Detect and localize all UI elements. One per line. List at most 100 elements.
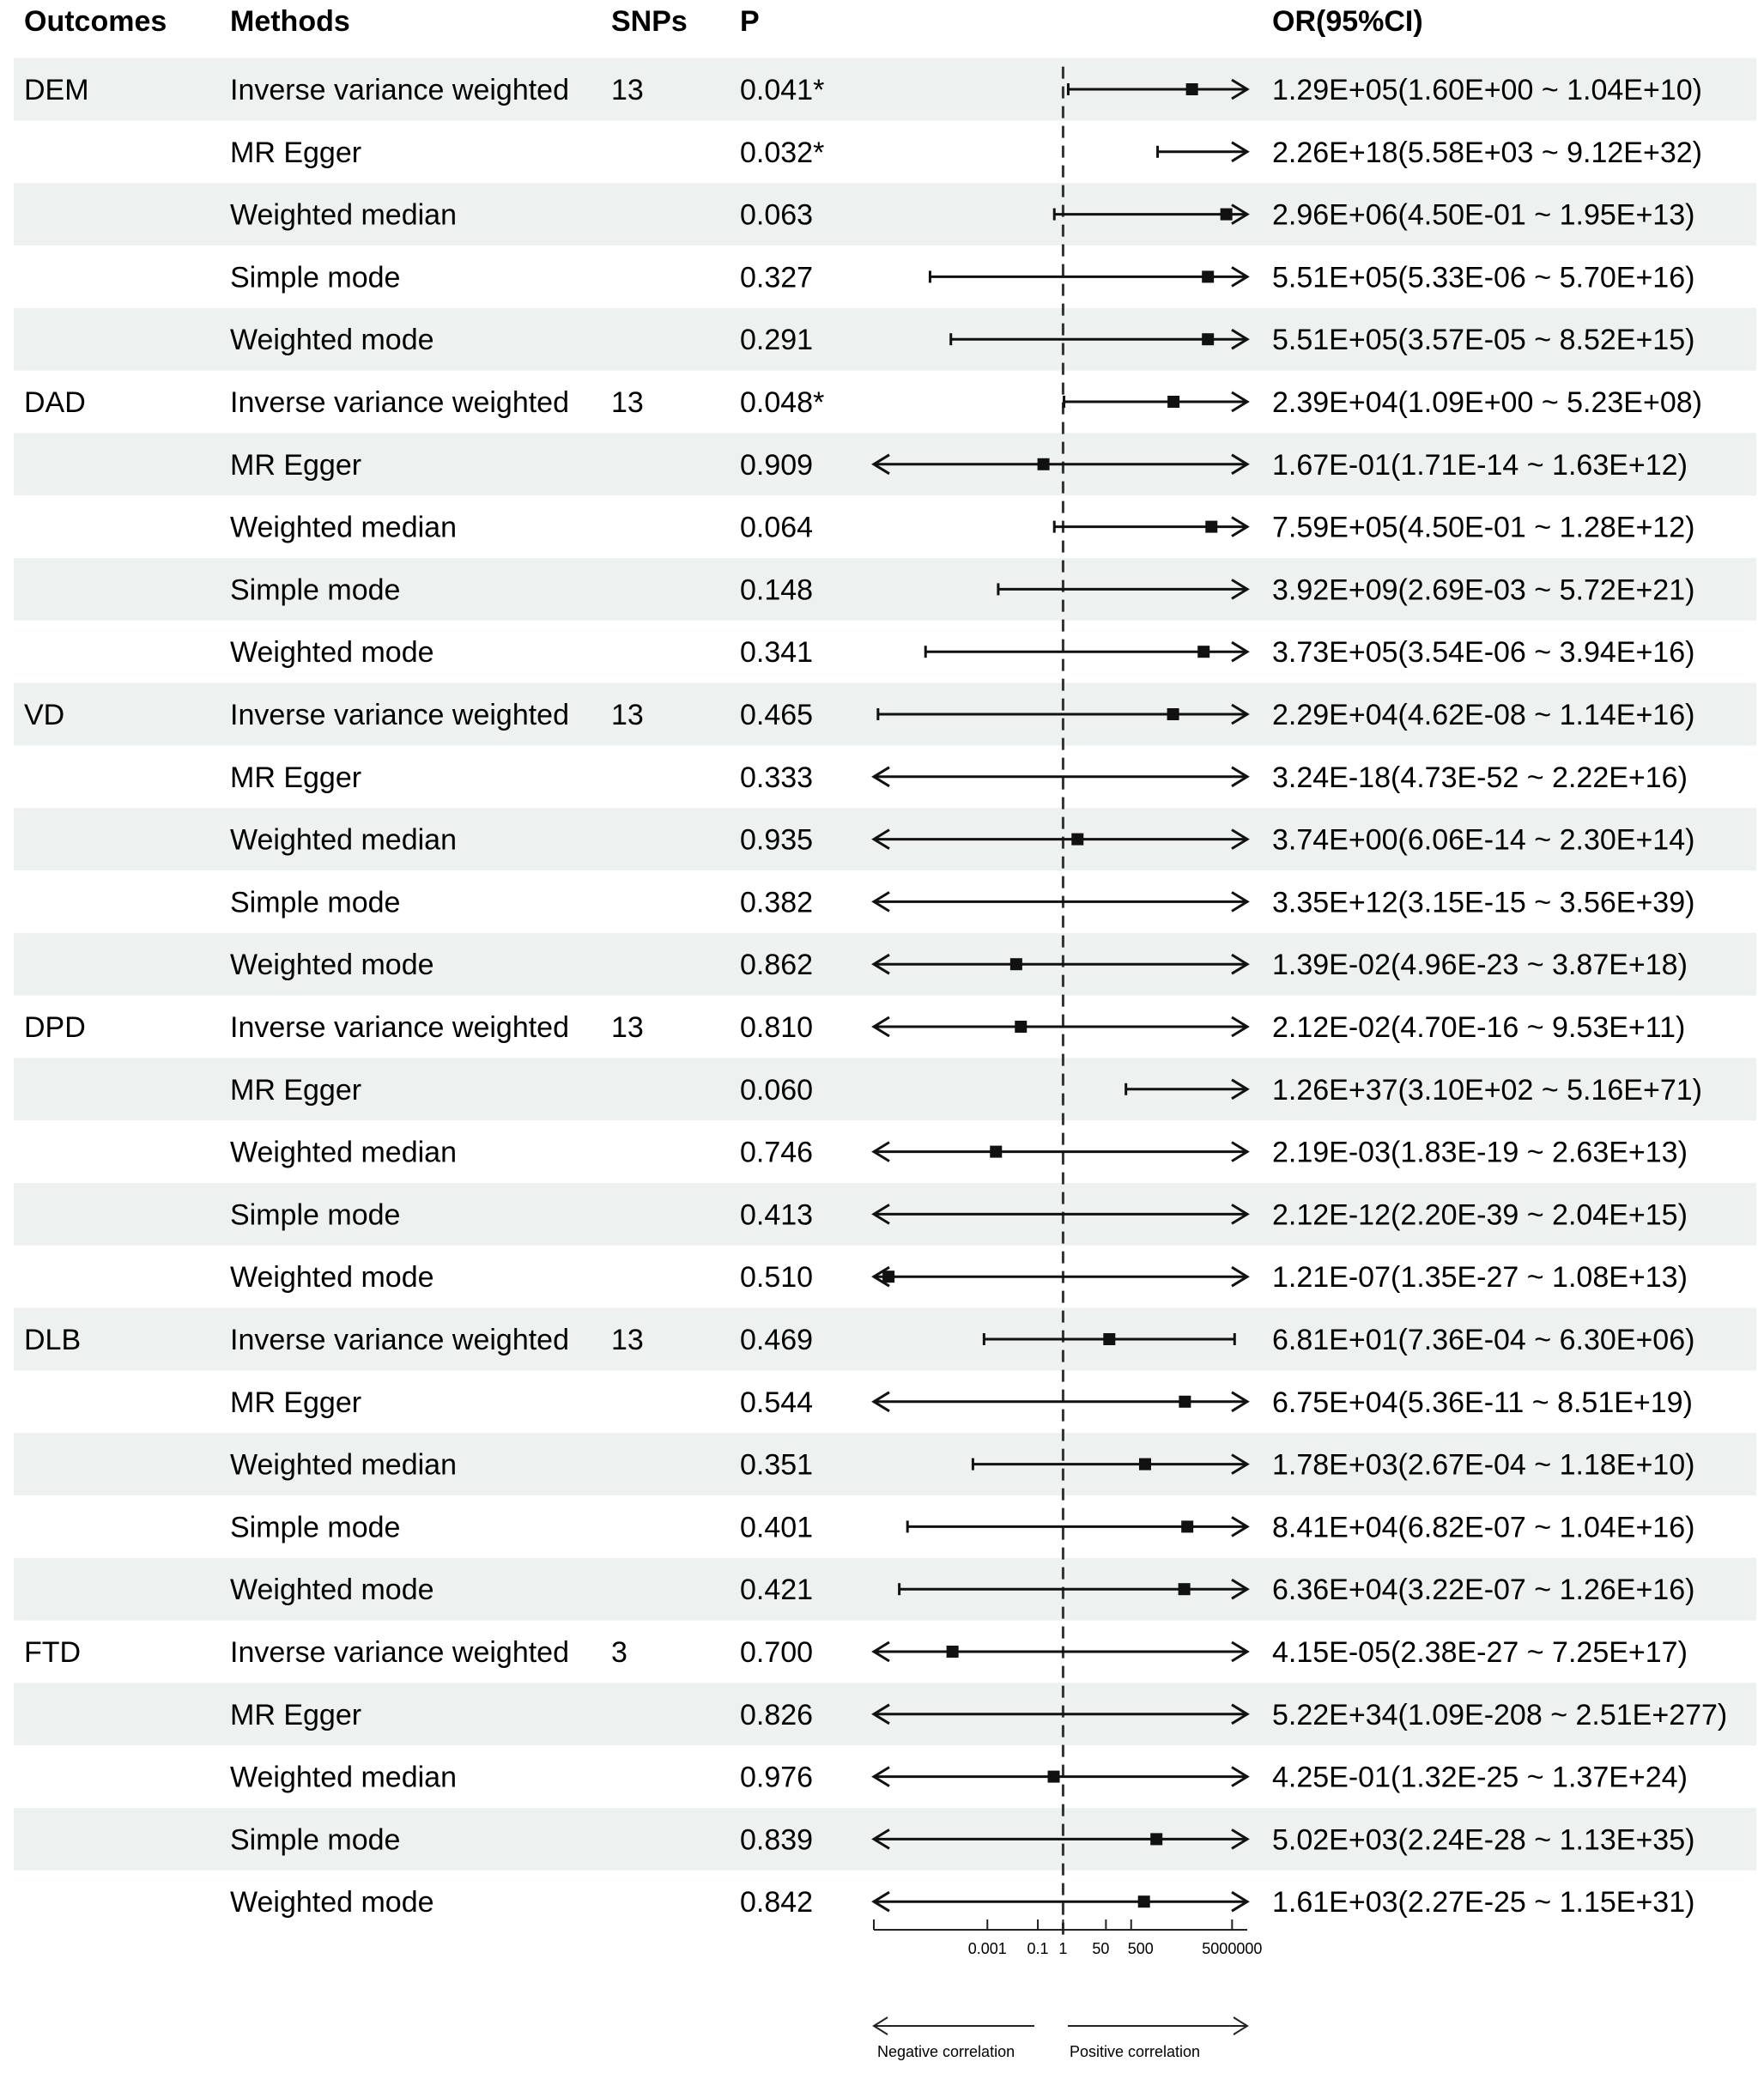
or-point bbox=[1197, 646, 1210, 658]
p-value: 0.544 bbox=[740, 1386, 813, 1419]
or-ci-label: 1.67E-01(1.71E-14 ~ 1.63E+12) bbox=[1272, 449, 1688, 482]
snps-value: 3 bbox=[611, 1636, 627, 1669]
ci-arrow-left bbox=[871, 1890, 890, 1913]
outcome-label: VD bbox=[24, 699, 64, 731]
method-label: MR Egger bbox=[230, 449, 361, 482]
or-ci-label: 3.92E+09(2.69E-03 ~ 5.72E+21) bbox=[1272, 573, 1694, 606]
ci-arrow-right bbox=[1231, 516, 1250, 537]
or-point bbox=[1167, 708, 1179, 720]
outcome-label: DAD bbox=[24, 386, 86, 419]
ci-arrow-right bbox=[1231, 953, 1250, 975]
ci-arrow-right bbox=[1231, 640, 1250, 663]
ci-arrow-left bbox=[871, 953, 890, 975]
p-value: 0.291 bbox=[740, 324, 813, 356]
ci-arrow-right bbox=[1231, 1703, 1250, 1725]
p-value: 0.401 bbox=[740, 1511, 813, 1543]
p-value: 0.421 bbox=[740, 1574, 813, 1606]
header-methods: Methods bbox=[230, 5, 350, 38]
p-value: 0.862 bbox=[740, 949, 813, 981]
p-value: 0.510 bbox=[740, 1261, 813, 1294]
or-ci-label: 4.15E-05(2.38E-27 ~ 7.25E+17) bbox=[1272, 1636, 1688, 1669]
positive-arrowhead bbox=[1233, 2016, 1249, 2035]
p-value: 0.060 bbox=[740, 1074, 813, 1107]
or-ci-label: 2.12E-12(2.20E-39 ~ 2.04E+15) bbox=[1272, 1198, 1688, 1231]
negative-arrowhead bbox=[872, 2016, 888, 2035]
method-label: Inverse variance weighted bbox=[230, 1636, 569, 1669]
or-ci-label: 2.39E+04(1.09E+00 ~ 5.23E+08) bbox=[1272, 386, 1702, 419]
or-ci-label: 6.81E+01(7.36E-04 ~ 6.30E+06) bbox=[1272, 1324, 1694, 1356]
ci-arrow-right bbox=[1231, 203, 1250, 225]
ci-arrow-left bbox=[871, 1265, 890, 1288]
or-ci-label: 1.61E+03(2.27E-25 ~ 1.15E+31) bbox=[1272, 1886, 1694, 1919]
ci-arrow-right bbox=[1231, 1640, 1250, 1663]
p-value: 0.327 bbox=[740, 261, 813, 294]
x-axis: 0.001 0.1 1 50 500 5000000 bbox=[873, 1919, 1262, 1957]
or-ci-label: 2.12E-02(4.70E-16 ~ 9.53E+11) bbox=[1272, 1011, 1685, 1044]
ci-arrow-right bbox=[1231, 1391, 1250, 1413]
ci-arrow-left bbox=[871, 766, 890, 788]
method-label: Inverse variance weighted bbox=[230, 1011, 569, 1044]
ci-arrow-right bbox=[1231, 141, 1250, 163]
snps-value: 13 bbox=[611, 386, 644, 419]
or-ci-label: 5.22E+34(1.09E-208 ~ 2.51E+277) bbox=[1272, 1699, 1727, 1731]
ci-arrow-left bbox=[871, 1828, 890, 1850]
or-point bbox=[1185, 83, 1198, 95]
method-label: Weighted mode bbox=[230, 636, 434, 669]
method-label: Inverse variance weighted bbox=[230, 74, 569, 106]
method-label: MR Egger bbox=[230, 761, 361, 794]
or-point bbox=[1103, 1333, 1116, 1345]
or-point bbox=[1178, 1583, 1191, 1596]
outcome-label: DPD bbox=[24, 1011, 86, 1044]
ci-arrow-left bbox=[871, 1640, 890, 1663]
row-bands bbox=[14, 58, 1756, 1871]
ci-arrow-right bbox=[1231, 703, 1250, 725]
p-value: 0.382 bbox=[740, 886, 813, 919]
method-label: Weighted mode bbox=[230, 1261, 434, 1294]
ci-arrow-left bbox=[871, 1703, 890, 1725]
ci-arrow-left bbox=[871, 1204, 890, 1225]
method-label: Simple mode bbox=[230, 261, 400, 294]
ci-arrow-right bbox=[1231, 1141, 1250, 1162]
p-value: 0.063 bbox=[740, 199, 813, 232]
tick-label: 0.1 bbox=[1027, 1940, 1049, 1957]
p-value: 0.842 bbox=[740, 1886, 813, 1919]
p-value: 0.810 bbox=[740, 1011, 813, 1044]
p-value: 0.826 bbox=[740, 1699, 813, 1731]
method-label: Weighted median bbox=[230, 1137, 457, 1169]
ci-arrow-right bbox=[1231, 828, 1250, 850]
ci-arrow-right bbox=[1231, 391, 1250, 413]
or-ci-label: 1.78E+03(2.67E-04 ~ 1.18E+10) bbox=[1272, 1449, 1694, 1482]
snps-value: 13 bbox=[611, 699, 644, 731]
or-point bbox=[1137, 1895, 1150, 1908]
ci-arrow-left bbox=[871, 453, 890, 476]
method-label: Weighted mode bbox=[230, 949, 434, 981]
snps-value: 13 bbox=[611, 74, 644, 106]
p-value: 0.839 bbox=[740, 1823, 813, 1856]
method-label: Inverse variance weighted bbox=[230, 699, 569, 731]
or-ci-label: 4.25E-01(1.32E-25 ~ 1.37E+24) bbox=[1272, 1762, 1688, 1794]
ci-arrow-right bbox=[1231, 78, 1250, 100]
p-value: 0.032* bbox=[740, 136, 824, 169]
or-ci-label: 8.41E+04(6.82E-07 ~ 1.04E+16) bbox=[1272, 1511, 1694, 1543]
or-ci-label: 1.29E+05(1.60E+00 ~ 1.04E+10) bbox=[1272, 74, 1702, 106]
tick-label: 0.001 bbox=[968, 1940, 1007, 1957]
ci-arrow-right bbox=[1231, 1766, 1250, 1787]
tick-label: 500 bbox=[1128, 1940, 1154, 1957]
or-point bbox=[990, 1145, 1003, 1158]
or-point bbox=[1015, 1021, 1027, 1033]
or-point bbox=[1071, 833, 1084, 846]
p-value: 0.909 bbox=[740, 449, 813, 482]
method-label: Weighted median bbox=[230, 1449, 457, 1482]
ci-marks bbox=[871, 78, 1250, 1913]
ci-arrow-right bbox=[1231, 453, 1250, 476]
or-ci-label: 3.74E+00(6.06E-14 ~ 2.30E+14) bbox=[1272, 824, 1694, 857]
row-band bbox=[14, 58, 1756, 121]
ci-arrow-right bbox=[1231, 266, 1250, 288]
ci-arrow-right bbox=[1231, 1453, 1250, 1475]
or-ci-label: 1.21E-07(1.35E-27 ~ 1.08E+13) bbox=[1272, 1261, 1688, 1294]
method-label: Simple mode bbox=[230, 573, 400, 606]
row-band bbox=[14, 183, 1756, 246]
or-point bbox=[1220, 208, 1233, 221]
method-label: Weighted median bbox=[230, 199, 457, 232]
